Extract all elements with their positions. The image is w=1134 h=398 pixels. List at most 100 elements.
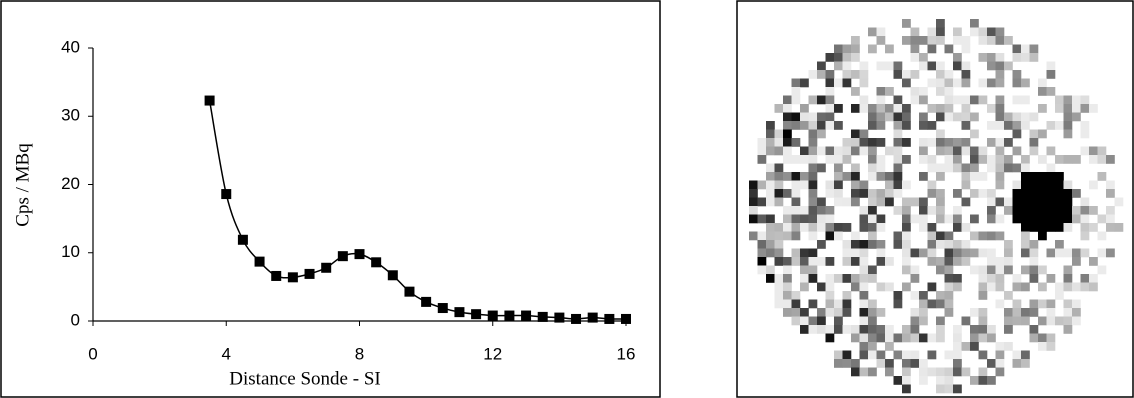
data-point [487, 310, 498, 321]
pixel [1012, 189, 1022, 198]
pixel [919, 316, 928, 326]
pixel [919, 308, 928, 317]
pixel [1012, 359, 1022, 368]
pixel [902, 325, 911, 334]
pixel [1038, 214, 1047, 224]
pixel [987, 61, 996, 71]
pixel [1080, 274, 1090, 283]
pixel [817, 223, 826, 232]
pixel [1004, 121, 1013, 130]
data-point [204, 95, 215, 106]
pixel [868, 146, 877, 156]
pixel [1097, 172, 1107, 181]
pixel [987, 163, 996, 173]
pixel [944, 282, 954, 292]
y-tick-label: 30 [61, 106, 80, 125]
pixel [936, 367, 945, 377]
pixel [825, 325, 835, 334]
pixel [1029, 325, 1039, 334]
pixel [978, 248, 988, 258]
pixel [1072, 282, 1081, 292]
pixel [953, 367, 962, 377]
pixel [842, 155, 852, 164]
pixel [825, 223, 835, 232]
pixel [800, 274, 809, 283]
pixel [817, 197, 826, 207]
pixel [876, 189, 886, 198]
pixel [1114, 197, 1124, 207]
pixel [808, 316, 818, 326]
pixel [859, 70, 869, 79]
pixel [970, 95, 979, 105]
pixel [1021, 248, 1030, 258]
pixel [774, 163, 784, 173]
pixel [1072, 155, 1081, 164]
pixel [927, 27, 937, 37]
pixel [1063, 308, 1073, 317]
pixel [1012, 350, 1022, 360]
pixel [1046, 61, 1056, 71]
pixel [876, 163, 886, 173]
pixel [1063, 104, 1073, 113]
pixel [783, 155, 792, 164]
pixel [1046, 180, 1056, 190]
pixel [944, 87, 954, 96]
pixel [936, 87, 945, 96]
pixel [800, 214, 809, 224]
pixel [1063, 274, 1073, 283]
data-point [221, 189, 232, 200]
pixel [936, 27, 945, 37]
pixel [987, 27, 996, 37]
pixel [987, 206, 996, 215]
pixel [791, 223, 801, 232]
pixel [766, 121, 775, 130]
pixel [936, 163, 945, 173]
pixel [995, 342, 1005, 351]
pixel [800, 257, 809, 266]
pixel [1063, 316, 1073, 326]
pixel [766, 240, 775, 249]
pixel [1029, 197, 1039, 207]
pixel [1046, 189, 1056, 198]
pixel [1072, 112, 1081, 122]
pixel [851, 104, 860, 113]
pixel [1089, 282, 1098, 292]
pixel [851, 197, 860, 207]
pixel [910, 274, 920, 283]
pixel [842, 78, 852, 88]
pixel [851, 172, 860, 181]
pixel [978, 376, 988, 385]
pixel [919, 197, 928, 207]
pixel [893, 104, 903, 113]
pixel [1106, 189, 1115, 198]
pixel [783, 104, 792, 113]
pixel [876, 248, 886, 258]
data-point [321, 262, 332, 273]
pixel [1063, 95, 1073, 105]
pixel [902, 206, 911, 215]
pixel [749, 231, 758, 241]
pixel [927, 248, 937, 258]
pixel [936, 231, 945, 241]
pixel [919, 376, 928, 385]
pixel [817, 121, 826, 130]
pixel [995, 155, 1005, 164]
pixel [1055, 155, 1064, 164]
pixel [1080, 282, 1090, 292]
pixel [1080, 231, 1090, 241]
pixel [961, 172, 971, 181]
pixel [1029, 180, 1039, 190]
pixel [851, 282, 860, 292]
pixel [995, 282, 1005, 292]
pixel [927, 240, 937, 249]
data-point [554, 312, 565, 323]
pixel [987, 282, 996, 292]
pixel [791, 138, 801, 147]
pixel [978, 231, 988, 241]
pixel [978, 282, 988, 292]
pixel [1055, 206, 1064, 215]
pixel [1063, 189, 1073, 198]
pixel [876, 214, 886, 224]
pixel [800, 308, 809, 317]
pixel [1029, 206, 1039, 215]
